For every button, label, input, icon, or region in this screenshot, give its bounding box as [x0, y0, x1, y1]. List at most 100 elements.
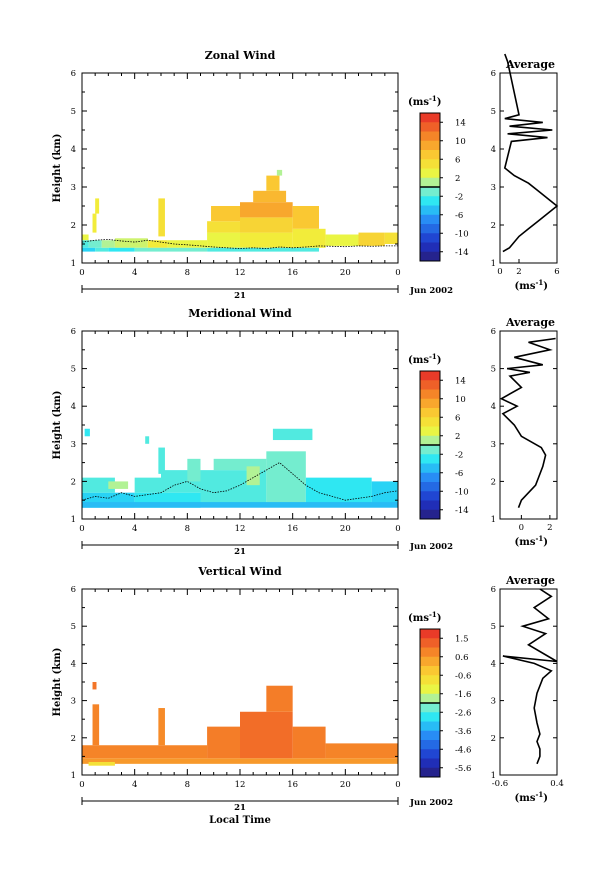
colorbar-segment	[420, 224, 440, 234]
colorbar-unit-exp: -1	[429, 94, 437, 103]
average-x-tick-label: 6	[554, 267, 559, 277]
average-x-tick-label: 0	[497, 267, 502, 277]
colorbar-segment	[420, 196, 440, 206]
heatmap-cell	[145, 436, 150, 444]
y-tick-label: 5	[71, 107, 76, 117]
heatmap-cell	[384, 232, 398, 244]
average-x-label: (ms-1)	[515, 278, 548, 292]
average-x-tick-label: -0.6	[492, 779, 508, 789]
colorbar-segment	[420, 500, 440, 511]
heatmap-cell	[240, 217, 293, 233]
heatmap-cell	[92, 682, 97, 690]
heatmap-cell	[207, 232, 240, 248]
colorbar-segment	[420, 389, 440, 400]
y-tick-label: 6	[71, 585, 76, 595]
heatmap-cell	[358, 232, 385, 246]
colorbar-segment	[420, 417, 440, 427]
y-axis-label: Height (km)	[52, 648, 63, 717]
heatmap-cell	[325, 743, 398, 759]
x-tick-label: 12	[235, 524, 246, 534]
colorbar-unit-close: )	[437, 355, 442, 366]
colorbar-tick-label: -4.6	[455, 745, 471, 755]
colorbar-segment	[420, 684, 440, 695]
colorbar-tick-label: 0.6	[455, 653, 469, 663]
colorbar-segment	[420, 758, 440, 769]
y-tick-label: 1	[71, 259, 76, 269]
x-tick-label: 0	[395, 780, 400, 790]
average-y-tick-label: 5	[491, 365, 496, 375]
average-title: Average	[505, 316, 555, 329]
heatmap-cell	[207, 247, 319, 252]
x-tick-label: 20	[340, 780, 351, 790]
average-y-tick-label: 2	[491, 734, 496, 744]
colorbar-segment	[420, 463, 440, 474]
colorbar-tick-label: 2	[455, 432, 460, 442]
heatmap-cell	[108, 247, 135, 252]
heatmap-cell	[82, 745, 208, 759]
x-tick-label: 8	[185, 780, 190, 790]
heatmap-cell	[167, 240, 208, 248]
colorbar-unit-close: )	[437, 97, 442, 108]
colorbar-segment	[420, 177, 440, 188]
average-frame	[499, 330, 558, 520]
colorbar: 14 10 6 2 -2 -6 -10 -14 (ms-1)	[408, 352, 469, 520]
colorbar-segment	[420, 767, 440, 778]
y-tick-label: 2	[71, 477, 76, 487]
colorbar-tick-label: -14	[455, 248, 469, 258]
x-tick-label: 8	[185, 268, 190, 278]
heatmap-cell	[95, 247, 109, 252]
colorbar-segment	[420, 113, 440, 123]
average-y-tick-label: 5	[491, 107, 496, 117]
colorbar-unit: (ms-1)	[408, 610, 441, 624]
x-tick-label: 16	[287, 524, 298, 534]
y-tick-label: 6	[71, 69, 76, 79]
date-label: Jun 2002	[409, 286, 453, 296]
heatmap-cell	[88, 240, 102, 248]
x-tick-label: 4	[132, 780, 137, 790]
average-profile	[502, 53, 559, 253]
colorbar-segment	[420, 740, 440, 750]
x-tick-label: 0	[395, 524, 400, 534]
colorbar-tick-label: -2.6	[455, 708, 471, 718]
colorbar-tick-label: -2	[455, 192, 463, 202]
y-tick-label: 6	[71, 327, 76, 337]
heatmap-cell	[82, 502, 398, 508]
colorbar-segment	[420, 140, 440, 151]
colorbar-tick-label: -14	[455, 506, 469, 516]
average-y-tick-label: 2	[491, 477, 496, 487]
x-tick-label: 16	[287, 780, 298, 790]
y-tick-label: 2	[71, 221, 76, 231]
average-frame	[499, 588, 558, 776]
colorbar-tick-label: -2	[455, 450, 463, 460]
heatmap-cell	[134, 247, 208, 252]
colorbar-segment	[420, 647, 440, 658]
y-tick-label: 5	[71, 622, 76, 632]
heatmap-cell	[266, 451, 306, 504]
panel-title: Vertical Wind	[197, 565, 282, 578]
average-profile	[499, 337, 556, 508]
heatmap-cell	[82, 758, 398, 764]
colorbar-segment	[420, 730, 440, 741]
average-y-tick-label: 3	[491, 183, 496, 193]
heatmap-cell	[240, 711, 293, 759]
day-label: 21	[234, 803, 246, 813]
y-tick-label: 3	[71, 697, 76, 707]
y-tick-label: 4	[71, 145, 76, 155]
colorbar-segment	[420, 638, 440, 648]
heatmap-cell	[82, 477, 115, 493]
heatmap-cell	[82, 234, 89, 241]
colorbar-segment	[420, 150, 440, 160]
heatmap-cell	[88, 761, 115, 766]
heatmap-cell	[305, 477, 372, 504]
average-x-label-exp: -1	[535, 534, 543, 543]
x-tick-label: 0	[79, 780, 84, 790]
average-frame	[499, 72, 558, 264]
x-tick-label: 20	[340, 268, 351, 278]
heatmap-cell	[82, 240, 89, 248]
colorbar-segment	[420, 454, 440, 464]
heatmap-cell	[82, 247, 96, 252]
y-tick-label: 3	[71, 183, 76, 193]
colorbar-tick-label: -6	[455, 469, 463, 479]
